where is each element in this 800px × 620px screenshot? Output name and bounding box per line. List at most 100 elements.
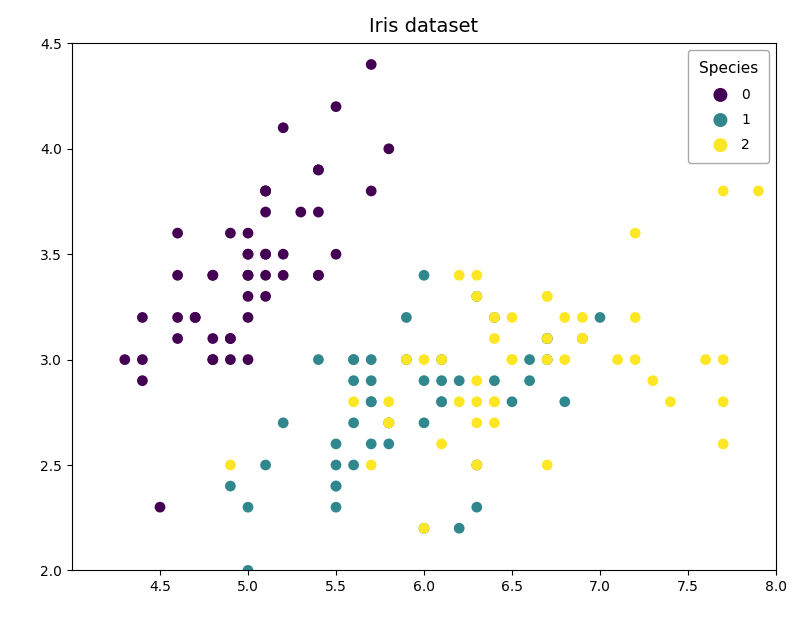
1 — [418, 270, 430, 280]
1 — [312, 355, 325, 365]
0 — [312, 270, 325, 280]
0 — [118, 355, 131, 365]
1 — [435, 397, 448, 407]
0 — [206, 355, 219, 365]
1 — [541, 334, 554, 343]
1 — [488, 312, 501, 322]
2 — [664, 397, 677, 407]
2 — [418, 355, 430, 365]
1 — [382, 418, 395, 428]
0 — [312, 165, 325, 175]
1 — [330, 439, 342, 449]
1 — [541, 334, 554, 343]
2 — [646, 376, 659, 386]
2 — [506, 355, 518, 365]
2 — [488, 418, 501, 428]
1 — [347, 460, 360, 470]
0 — [242, 249, 254, 259]
2 — [418, 523, 430, 533]
2 — [541, 291, 554, 301]
0 — [171, 334, 184, 343]
2 — [506, 312, 518, 322]
0 — [206, 270, 219, 280]
0 — [171, 270, 184, 280]
1 — [224, 481, 237, 491]
2 — [488, 397, 501, 407]
1 — [523, 355, 536, 365]
1 — [330, 481, 342, 491]
1 — [347, 355, 360, 365]
0 — [242, 228, 254, 238]
0 — [224, 355, 237, 365]
2 — [470, 397, 483, 407]
0 — [206, 355, 219, 365]
Legend: 0, 1, 2: 0, 1, 2 — [687, 50, 769, 163]
1 — [400, 312, 413, 322]
2 — [541, 334, 554, 343]
0 — [277, 123, 290, 133]
1 — [418, 523, 430, 533]
1 — [453, 523, 466, 533]
2 — [453, 397, 466, 407]
0 — [365, 186, 378, 196]
2 — [400, 355, 413, 365]
0 — [277, 249, 290, 259]
0 — [259, 249, 272, 259]
0 — [259, 270, 272, 280]
1 — [453, 376, 466, 386]
2 — [224, 460, 237, 470]
0 — [242, 312, 254, 322]
1 — [347, 418, 360, 428]
0 — [312, 165, 325, 175]
2 — [453, 270, 466, 280]
1 — [365, 376, 378, 386]
2 — [576, 334, 589, 343]
1 — [259, 460, 272, 470]
2 — [752, 186, 765, 196]
0 — [242, 291, 254, 301]
0 — [312, 270, 325, 280]
2 — [382, 397, 395, 407]
0 — [259, 186, 272, 196]
1 — [330, 502, 342, 512]
0 — [154, 502, 166, 512]
1 — [347, 355, 360, 365]
0 — [330, 102, 342, 112]
2 — [611, 355, 624, 365]
2 — [506, 355, 518, 365]
0 — [259, 249, 272, 259]
0 — [242, 249, 254, 259]
0 — [277, 270, 290, 280]
0 — [259, 291, 272, 301]
2 — [435, 439, 448, 449]
1 — [382, 439, 395, 449]
2 — [699, 355, 712, 365]
1 — [558, 397, 571, 407]
2 — [629, 312, 642, 322]
1 — [541, 355, 554, 365]
2 — [347, 397, 360, 407]
2 — [470, 460, 483, 470]
0 — [365, 60, 378, 69]
2 — [470, 418, 483, 428]
1 — [365, 439, 378, 449]
2 — [541, 460, 554, 470]
0 — [136, 376, 149, 386]
0 — [136, 355, 149, 365]
0 — [259, 207, 272, 217]
1 — [418, 418, 430, 428]
2 — [488, 312, 501, 322]
0 — [330, 249, 342, 259]
0 — [294, 207, 307, 217]
0 — [189, 312, 202, 322]
1 — [365, 397, 378, 407]
1 — [400, 355, 413, 365]
1 — [523, 376, 536, 386]
1 — [347, 376, 360, 386]
2 — [435, 355, 448, 365]
0 — [382, 144, 395, 154]
2 — [576, 334, 589, 343]
1 — [506, 397, 518, 407]
2 — [558, 312, 571, 322]
1 — [330, 460, 342, 470]
